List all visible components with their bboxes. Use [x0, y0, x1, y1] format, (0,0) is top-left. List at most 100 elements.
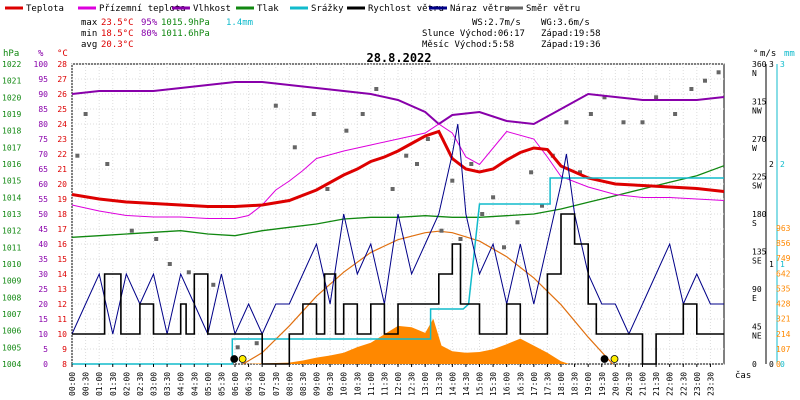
- hpa-tick-label: 1004: [2, 360, 21, 369]
- temp-tick-label: 19: [57, 195, 67, 204]
- wind-direction-point: [673, 112, 678, 116]
- temp-tick-label: 11: [57, 315, 67, 324]
- pct-tick-label: 60: [38, 180, 48, 189]
- dir-tick-label: 45: [752, 323, 762, 332]
- wind-direction-point: [374, 87, 379, 91]
- pct-tick-label: 5: [43, 345, 48, 354]
- ms-tick-label: 1: [769, 260, 774, 269]
- pct-tick-label: 10: [38, 330, 48, 339]
- solar-tick-label: 535: [776, 284, 791, 293]
- time-tick-label: 20:00: [611, 372, 620, 396]
- wind-direction-point: [129, 228, 134, 233]
- axis-title-hpa: hPa: [3, 49, 19, 59]
- legend-item-smer-vetru: Směr větru: [505, 4, 580, 14]
- hpa-tick-label: 1013: [2, 210, 21, 219]
- pct-tick-label: 95: [38, 75, 48, 84]
- compass-label: SW: [752, 182, 762, 191]
- temp-tick-label: 9: [62, 345, 67, 354]
- stat-max-temp: 23.5°C: [101, 18, 134, 28]
- wind-direction-point: [480, 212, 485, 216]
- temp-tick-label: 27: [57, 75, 67, 84]
- temp-tick-label: 21: [57, 165, 67, 174]
- stat-min-label: min: [81, 29, 97, 39]
- time-tick-label: 22:30: [679, 372, 688, 396]
- pct-tick-label: 35: [38, 255, 48, 264]
- hpa-tick-label: 1010: [2, 260, 21, 269]
- time-axis-ticks: 00:00 00:30 01:00 01:30 02:00 02:30 03:00 03:30…: [68, 364, 715, 396]
- temp-tick-label: 17: [57, 225, 67, 234]
- hpa-tick-label: 1006: [2, 327, 21, 336]
- wind-direction-point: [491, 195, 496, 200]
- legend-item-naraz-vetru: Náraz větru: [429, 4, 510, 14]
- pct-tick-label: 25: [38, 285, 48, 294]
- hpa-tick-label: 1020: [2, 93, 21, 102]
- legend-item-rychlost-vetru: Rychlost větru: [347, 4, 444, 14]
- temp-tick-label: 26: [57, 90, 67, 99]
- wind-direction-point: [588, 112, 593, 116]
- temp-tick-label: 24: [57, 120, 67, 129]
- pct-tick-label: 90: [38, 90, 48, 99]
- mm-tick-label: 3: [780, 60, 785, 69]
- wind-direction-point: [529, 170, 534, 175]
- legend-label-tlak: Tlak: [257, 4, 279, 14]
- series-humidity-line: [71, 81, 725, 126]
- mm-tick-label: 2: [780, 160, 785, 169]
- axis-title-pct: %: [38, 49, 44, 59]
- pct-tick-label: 70: [38, 150, 48, 159]
- time-tick-label: 22:00: [666, 372, 675, 396]
- legend-label-rychlost-vetru: Rychlost větru: [368, 4, 444, 14]
- stat-min-temp: 18.5°C: [101, 29, 134, 39]
- time-tick-label: 17:00: [530, 372, 539, 396]
- temp-tick-label: 14: [57, 270, 67, 279]
- stat-sunset: Západ:19:58: [541, 29, 601, 39]
- pct-tick-label: 30: [38, 270, 48, 279]
- hpa-tick-label: 1008: [2, 293, 21, 302]
- mm-tick-label: 1: [780, 260, 785, 269]
- stat-sun: Slunce Východ:06:17: [422, 29, 525, 39]
- temp-tick-label: 15: [57, 255, 67, 264]
- stat-ws: WS:2.7m/s: [472, 18, 521, 28]
- series-wind-speed-line: [72, 213, 724, 365]
- dir-tick-label: 135: [752, 248, 767, 257]
- ms-tick-label: 3: [769, 60, 774, 69]
- wind-direction-point: [360, 112, 365, 116]
- axis-title-temp: °C: [57, 49, 68, 59]
- time-tick-label: 10:00: [340, 372, 349, 396]
- time-tick-label: 00:30: [82, 372, 91, 396]
- temp-tick-label: 12: [57, 300, 67, 309]
- solar-tick-label: 0: [776, 360, 781, 369]
- wind-direction-point: [415, 162, 419, 166]
- time-tick-label: 23:30: [706, 372, 715, 396]
- time-tick-label: 02:00: [122, 372, 131, 396]
- hpa-tick-label: 1014: [2, 193, 21, 202]
- stat-min-hum: 80%: [141, 29, 158, 39]
- dir-tick-label: 90: [752, 285, 762, 294]
- stat-max-label: max: [81, 18, 98, 28]
- compass-label: NW: [752, 107, 762, 116]
- compass-label: E: [752, 294, 757, 303]
- wind-direction-point: [105, 162, 110, 166]
- wind-direction-point: [515, 220, 520, 225]
- wind-direction-point: [325, 187, 330, 191]
- wind-direction-point: [211, 282, 216, 287]
- time-tick-label: 16:30: [516, 372, 525, 396]
- wind-direction-point: [564, 120, 569, 125]
- stat-moon: Měsíc Východ:5:58: [422, 40, 514, 50]
- time-tick-label: 11:00: [367, 372, 376, 396]
- series-ground-temp-line: [71, 123, 725, 219]
- pct-tick-label: 55: [38, 195, 48, 204]
- wind-direction-point: [469, 162, 474, 166]
- legend: Teplota Přízemní teplota Vlhkost Tlak Sr…: [5, 4, 580, 14]
- wind-direction-point: [439, 228, 444, 233]
- wind-direction-point: [186, 270, 191, 275]
- pct-tick-label: 0: [43, 360, 48, 369]
- time-tick-label: 19:00: [584, 372, 593, 396]
- time-tick-label: 04:30: [190, 372, 199, 396]
- legend-item-vlhkost: Vlhkost: [172, 4, 231, 14]
- compass-label: W: [752, 144, 757, 153]
- stat-wg: WG:3.6m/s: [541, 18, 590, 28]
- wind-direction-point: [640, 120, 645, 125]
- temp-tick-label: 18: [57, 210, 67, 219]
- stat-min-pres: 1011.6hPa: [161, 29, 210, 39]
